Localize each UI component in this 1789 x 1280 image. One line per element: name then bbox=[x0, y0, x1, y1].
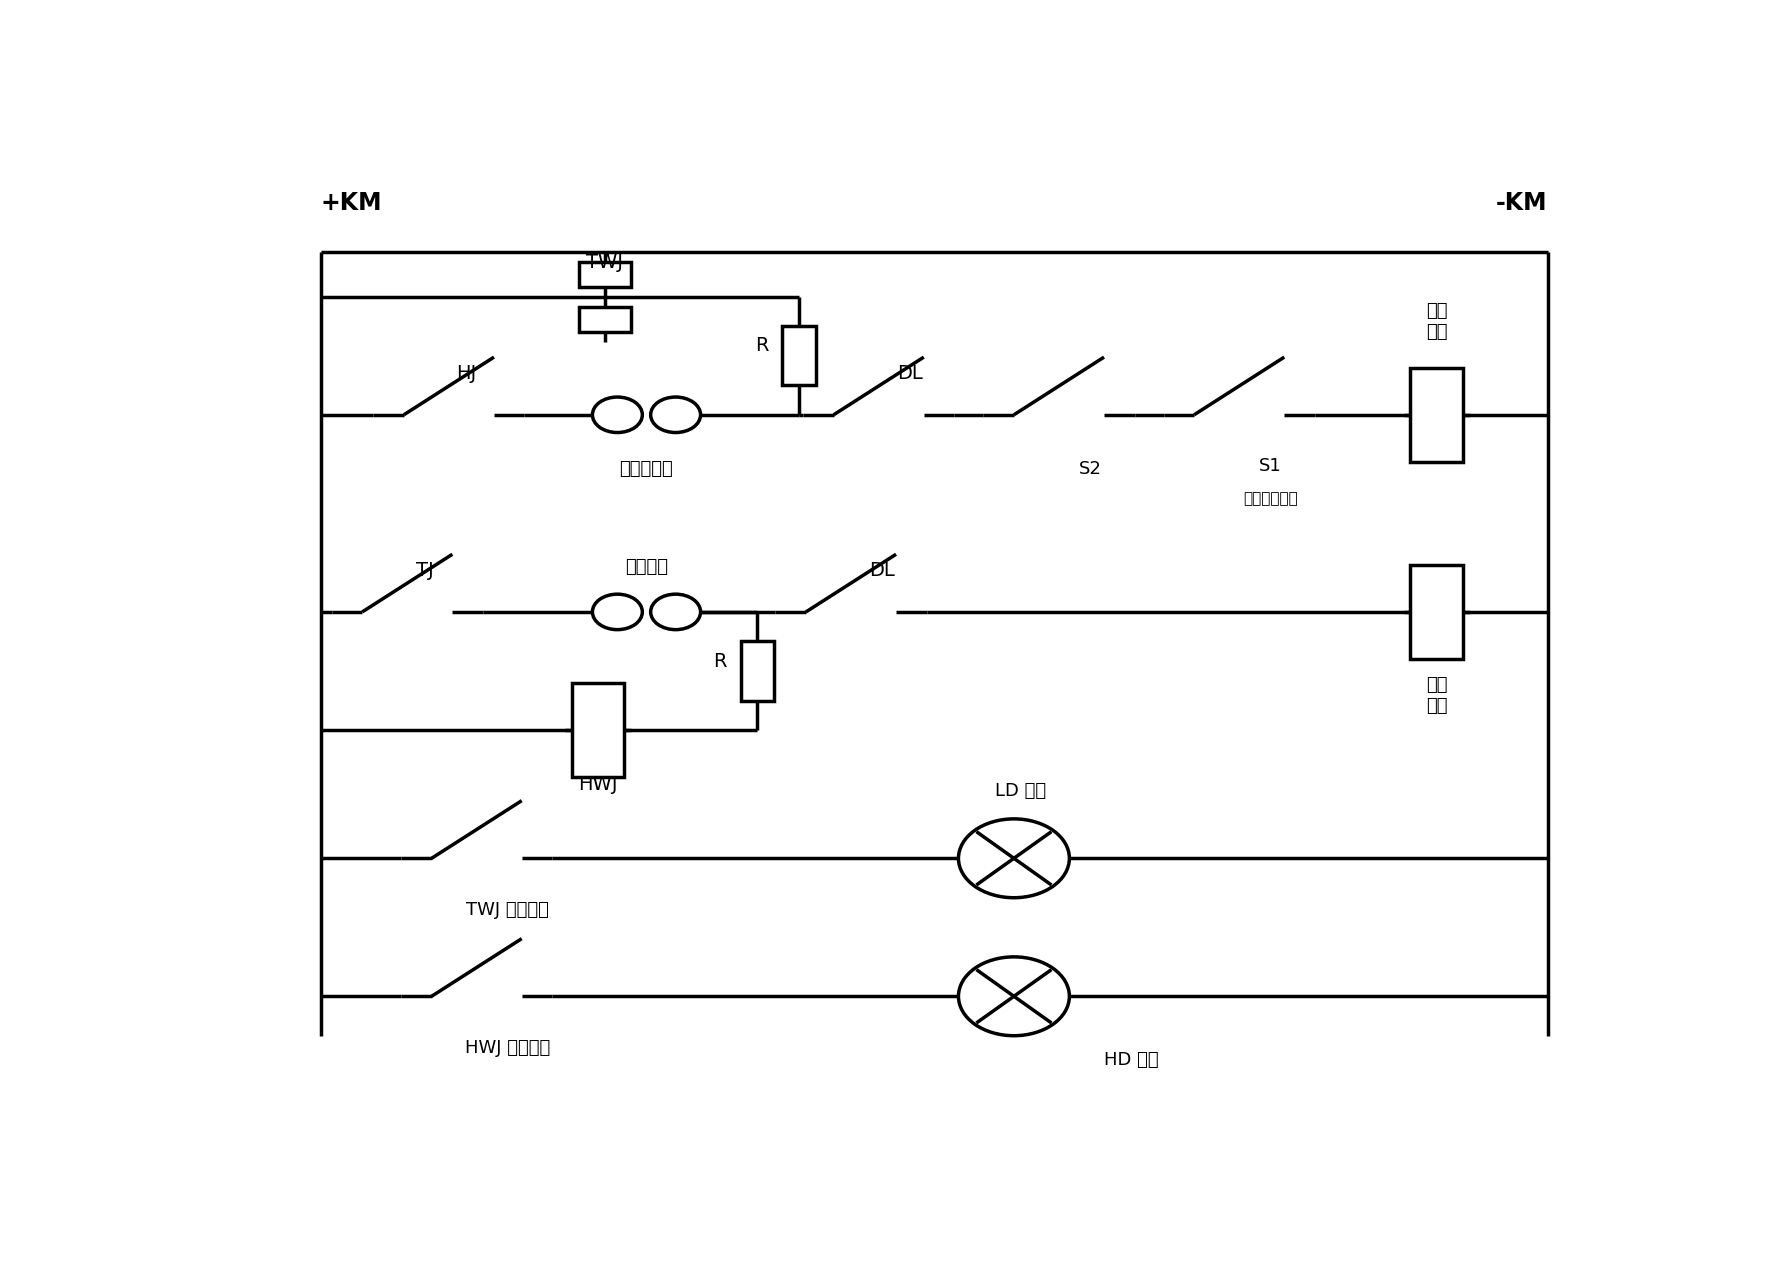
Bar bbox=[782, 326, 816, 385]
Bar bbox=[741, 641, 775, 700]
Text: 跳闸
线圈: 跳闸 线圈 bbox=[1426, 676, 1447, 714]
Bar bbox=[578, 262, 632, 287]
Text: TJ: TJ bbox=[415, 561, 433, 580]
Text: 跳闸压板: 跳闸压板 bbox=[624, 558, 667, 576]
Text: R: R bbox=[755, 337, 769, 356]
Text: -KM: -KM bbox=[1496, 191, 1547, 215]
Text: 弹簧储能接点: 弹簧储能接点 bbox=[1243, 492, 1297, 506]
Text: TWJ 常开接点: TWJ 常开接点 bbox=[467, 901, 549, 919]
Text: DL: DL bbox=[896, 364, 923, 383]
Bar bbox=[1410, 367, 1463, 462]
Text: TWJ: TWJ bbox=[587, 252, 623, 271]
Text: 合闸
线圈: 合闸 线圈 bbox=[1426, 302, 1447, 340]
Text: S1: S1 bbox=[1259, 457, 1281, 475]
Text: S2: S2 bbox=[1079, 460, 1102, 477]
Bar bbox=[578, 307, 632, 332]
Bar bbox=[1410, 564, 1463, 659]
Text: HWJ: HWJ bbox=[578, 774, 617, 794]
Bar bbox=[572, 684, 624, 777]
Text: 重合闸压板: 重合闸压板 bbox=[619, 460, 673, 477]
Text: R: R bbox=[714, 652, 726, 671]
Text: HWJ 常开接点: HWJ 常开接点 bbox=[465, 1038, 551, 1056]
Text: HD 红灯: HD 红灯 bbox=[1104, 1051, 1159, 1069]
Text: HJ: HJ bbox=[456, 364, 476, 383]
Text: +KM: +KM bbox=[320, 191, 383, 215]
Text: LD 绿灯: LD 绿灯 bbox=[995, 782, 1047, 800]
Text: DL: DL bbox=[869, 561, 894, 580]
